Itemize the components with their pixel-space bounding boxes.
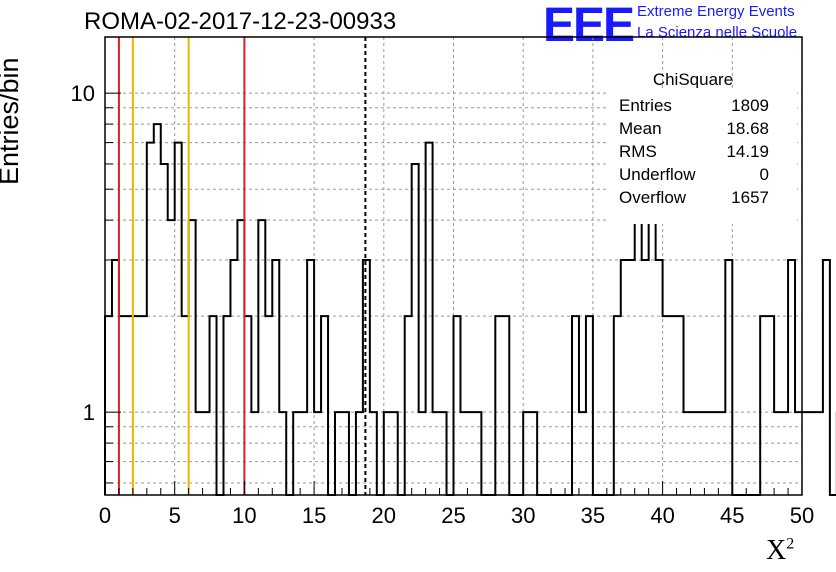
x-tick-label: 15 bbox=[302, 503, 326, 528]
x-tick-label: 35 bbox=[581, 503, 605, 528]
x-tick-label: 0 bbox=[99, 503, 111, 528]
stats-row-value: 18.68 bbox=[726, 119, 769, 138]
eee-logo: EEE bbox=[543, 0, 635, 52]
stats-row-label: RMS bbox=[619, 142, 657, 161]
y-tick-label: 10 bbox=[71, 81, 95, 106]
x-tick-label: 30 bbox=[511, 503, 535, 528]
y-tick-label: 1 bbox=[83, 400, 95, 425]
x-tick-label: 10 bbox=[232, 503, 256, 528]
histogram-series bbox=[104, 123, 836, 496]
stats-row-value: 1809 bbox=[731, 96, 769, 115]
y-axis-label: Entries/bin bbox=[0, 57, 24, 185]
stats-row-label: Mean bbox=[619, 119, 662, 138]
x-tick-label: 20 bbox=[372, 503, 396, 528]
stats-row-label: Entries bbox=[619, 96, 672, 115]
chart-title: ROMA-02-2017-12-23-00933 bbox=[84, 8, 397, 35]
stats-title: ChiSquare bbox=[653, 70, 733, 89]
stats-box bbox=[607, 88, 797, 224]
x-tick-label: 40 bbox=[650, 503, 674, 528]
stats-row-label: Overflow bbox=[619, 188, 687, 207]
x-axis-label: X2 bbox=[766, 535, 795, 566]
x-tick-label: 25 bbox=[441, 503, 465, 528]
stats-row-value: 0 bbox=[760, 165, 769, 184]
x-tick-label: 5 bbox=[169, 503, 181, 528]
logo-line-1: Extreme Energy Events bbox=[637, 3, 795, 20]
stats-row-label: Underflow bbox=[619, 165, 696, 184]
stats-row-value: 14.19 bbox=[726, 142, 769, 161]
x-tick-label: 45 bbox=[720, 503, 744, 528]
x-tick-label: 50 bbox=[790, 503, 814, 528]
stats-row-value: 1657 bbox=[731, 188, 769, 207]
